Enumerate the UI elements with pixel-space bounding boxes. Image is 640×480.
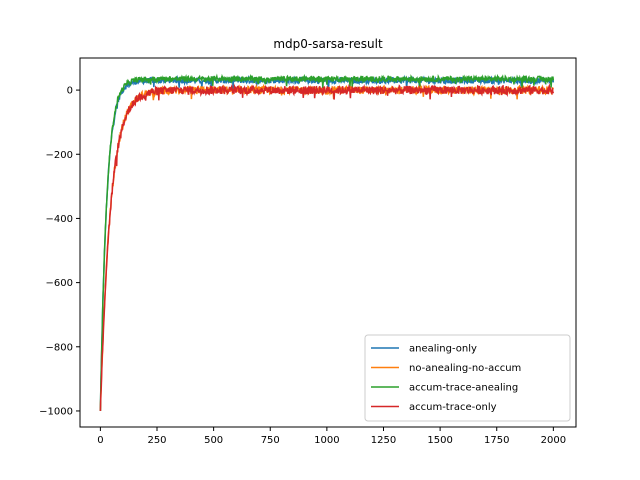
x-tick-label: 250	[147, 435, 166, 446]
legend-box	[364, 334, 571, 422]
legend-label-anealing-only: anealing-only	[409, 344, 477, 355]
y-tick-label: −400	[46, 214, 73, 225]
legend-label-accum-trace-only: accum-trace-only	[409, 402, 497, 413]
series-line-accum-trace-anealing	[99, 73, 555, 411]
y-tick-label: −600	[46, 278, 73, 289]
y-tick-label: 0	[67, 86, 73, 97]
x-tick-label: 1750	[484, 435, 509, 446]
legend-label-no-anealing-no-accum: no-anealing-no-accum	[409, 363, 521, 374]
legend: anealing-only no-anealing-no-accum accum-t…	[364, 334, 571, 422]
y-tick-label: −1000	[39, 406, 73, 417]
x-axis: 0 250 500 750 1000 1250 1500 1750 2000	[97, 427, 566, 446]
legend-label-accum-trace-anealing: accum-trace-anealing	[409, 383, 518, 394]
chart-title: mdp0-sarsa-result	[273, 37, 383, 51]
y-axis: 0 −200 −400 −600 −800 −1000	[39, 86, 80, 417]
x-tick-label: 2000	[541, 435, 566, 446]
x-tick-label: 750	[261, 435, 280, 446]
x-tick-label: 1000	[314, 435, 339, 446]
x-tick-label: 1250	[371, 435, 396, 446]
series-line-accum-trace-only	[99, 83, 555, 411]
x-tick-label: 0	[97, 435, 103, 446]
x-tick-label: 500	[204, 435, 223, 446]
y-tick-label: −800	[46, 342, 73, 353]
x-tick-label: 1500	[427, 435, 452, 446]
axes-frame	[79, 57, 577, 428]
plot-area	[99, 73, 555, 411]
y-tick-label: −200	[46, 150, 73, 161]
